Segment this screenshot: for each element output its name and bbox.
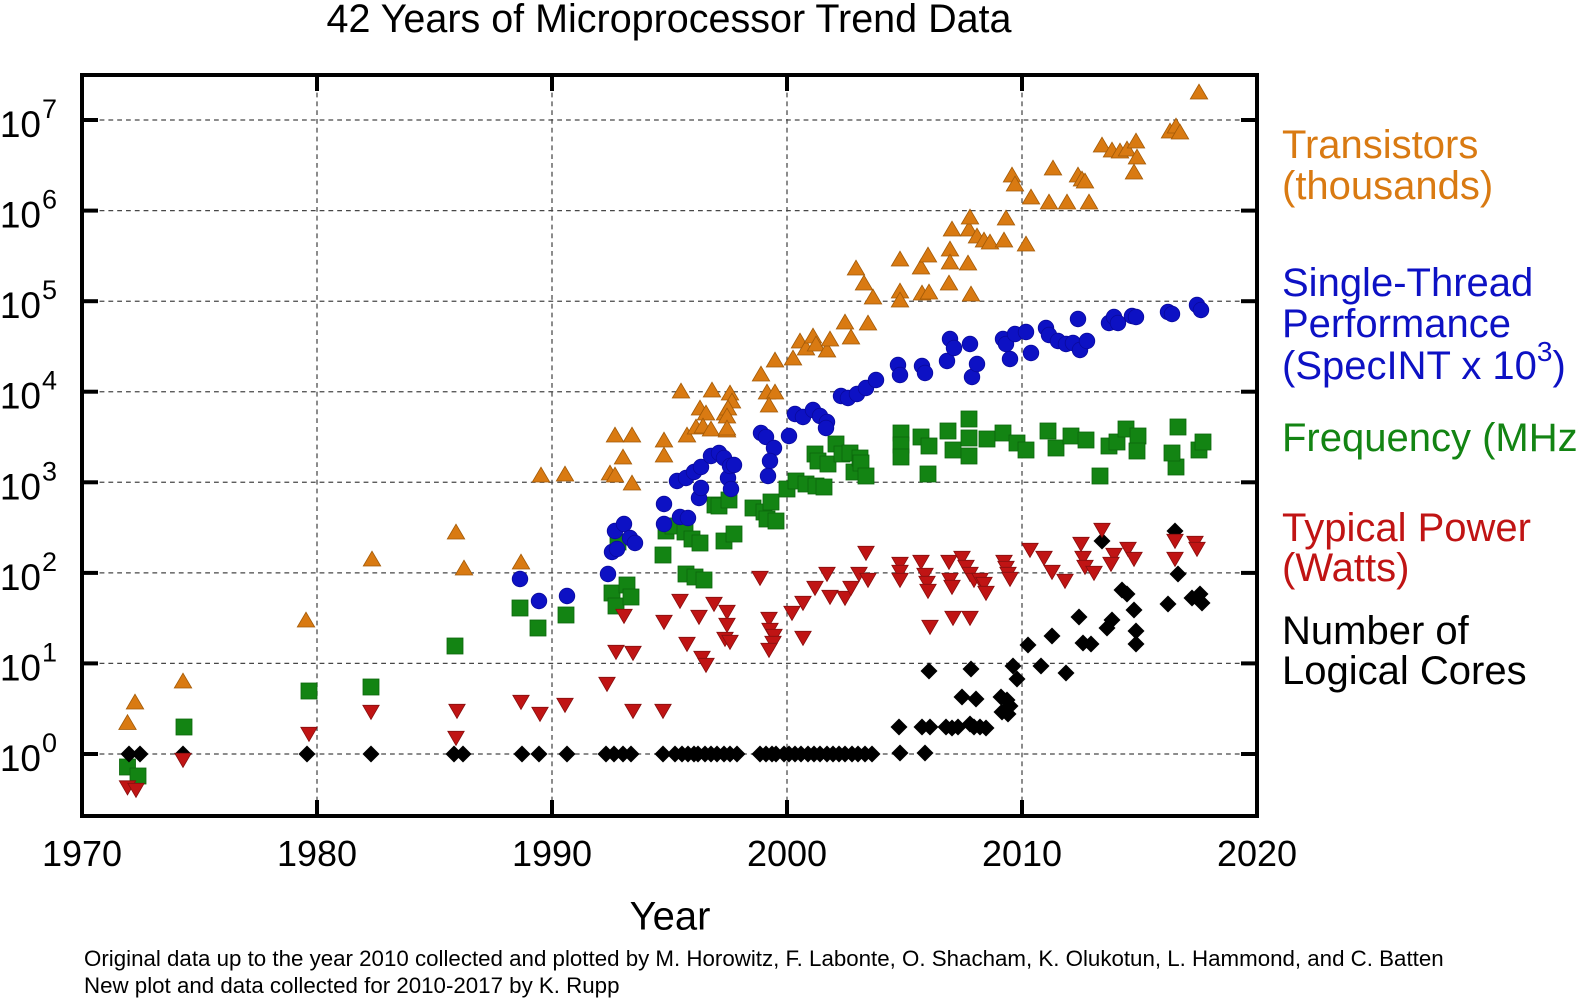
- svg-text:10: 10: [0, 376, 41, 417]
- svg-text:1990: 1990: [512, 833, 592, 874]
- svg-text:6: 6: [42, 185, 57, 215]
- svg-text:Frequency (MHz): Frequency (MHz): [1282, 416, 1578, 460]
- svg-text:(Watts): (Watts): [1282, 546, 1409, 590]
- svg-text:4: 4: [42, 366, 57, 396]
- svg-text:5: 5: [42, 275, 57, 305]
- svg-text:1970: 1970: [42, 833, 122, 874]
- svg-text:2010: 2010: [982, 833, 1062, 874]
- svg-text:2: 2: [42, 547, 57, 577]
- svg-text:1: 1: [42, 637, 57, 667]
- svg-text:Logical Cores: Logical Cores: [1282, 649, 1527, 693]
- svg-text:10: 10: [0, 285, 41, 326]
- svg-text:10: 10: [0, 195, 41, 236]
- svg-text:7: 7: [42, 94, 57, 124]
- svg-text:2000: 2000: [747, 833, 827, 874]
- svg-text:42 Years of Microprocessor Tre: 42 Years of Microprocessor Trend Data: [326, 0, 1011, 41]
- svg-text:Year: Year: [630, 895, 711, 939]
- svg-text:3: 3: [42, 456, 57, 486]
- svg-text:(SpecINT x 103): (SpecINT x 103): [1282, 336, 1566, 388]
- svg-text:0: 0: [42, 728, 57, 758]
- svg-text:2020: 2020: [1217, 833, 1297, 874]
- svg-text:Transistors: Transistors: [1282, 123, 1478, 167]
- svg-text:10: 10: [0, 466, 41, 507]
- svg-text:Single-Thread: Single-Thread: [1282, 261, 1533, 305]
- svg-text:Typical Power: Typical Power: [1282, 506, 1531, 550]
- svg-text:Performance: Performance: [1282, 302, 1511, 346]
- svg-text:10: 10: [0, 104, 41, 145]
- svg-text:10: 10: [0, 738, 41, 779]
- svg-text:New plot and data collected fo: New plot and data collected for 2010-201…: [84, 973, 619, 998]
- svg-text:10: 10: [0, 647, 41, 688]
- svg-text:(thousands): (thousands): [1282, 164, 1493, 208]
- svg-text:10: 10: [0, 557, 41, 598]
- svg-text:Original data up to the year 2: Original data up to the year 2010 collec…: [84, 946, 1444, 971]
- svg-text:1980: 1980: [277, 833, 357, 874]
- svg-text:Number of: Number of: [1282, 609, 1470, 653]
